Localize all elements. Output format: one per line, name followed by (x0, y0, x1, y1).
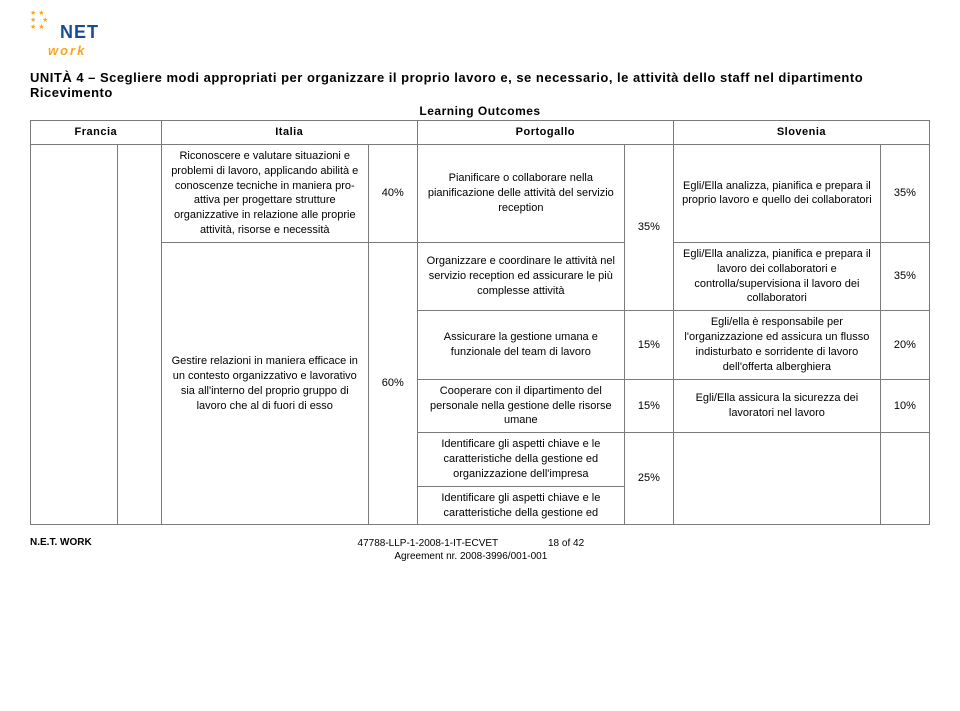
logo-line1: NET (60, 22, 99, 43)
pt-pct-4: 15% (624, 379, 673, 433)
it-pct-2: 60% (368, 242, 417, 525)
pt-text-1: Pianificare o collaborare nella pianific… (417, 144, 624, 242)
logo-line2: work (48, 43, 86, 58)
si-pct-2: 35% (880, 242, 929, 310)
pt-text-3: Assicurare la gestione umana e funzional… (417, 311, 624, 379)
row-2: Gestire relazioni in maniera efficace in… (31, 242, 930, 310)
pt-text-5: Identificare gli aspetti chiave e le car… (417, 433, 624, 487)
header-row: Francia Italia Portogallo Slovenia (31, 121, 930, 145)
footer-right: 18 of 42 (548, 538, 584, 549)
footer: N.E.T. WORK 47788-LLP-1-2008-1-IT-ECVET … (30, 537, 930, 563)
si-text-1: Egli/Ella analizza, pianifica e prepara … (673, 144, 880, 242)
footer-left: N.E.T. WORK (30, 537, 92, 563)
si-text-3: Egli/ella è responsabile per l'organizza… (673, 311, 880, 379)
subtitle: Learning Outcomes (30, 104, 930, 118)
si-pct-4: 10% (880, 379, 929, 433)
si-text-2: Egli/Ella analizza, pianifica e prepara … (673, 242, 880, 310)
si-pct-1: 35% (880, 144, 929, 242)
pt-text-4: Cooperare con il dipartimento del person… (417, 379, 624, 433)
header-it: Italia (161, 121, 417, 145)
si-pct-3: 20% (880, 311, 929, 379)
outcomes-table: Francia Italia Portogallo Slovenia Ricon… (30, 120, 930, 525)
row-1: Riconoscere e valutare situazioni e prob… (31, 144, 930, 242)
pt-pct-12: 35% (624, 144, 673, 310)
header-pt: Portogallo (417, 121, 673, 145)
footer-mid2: Agreement nr. 2008-3996/001-001 (92, 550, 850, 563)
pt-pct-56: 25% (624, 433, 673, 525)
footer-mid1: 47788-LLP-1-2008-1-IT-ECVET (358, 538, 498, 549)
header-fr: Francia (31, 121, 162, 145)
pt-pct-3: 15% (624, 311, 673, 379)
pt-text-2: Organizzare e coordinare le attività nel… (417, 242, 624, 310)
it-text-2: Gestire relazioni in maniera efficace in… (161, 242, 368, 525)
si-text-4: Egli/Ella assicura la sicurezza dei lavo… (673, 379, 880, 433)
it-text-1: Riconoscere e valutare situazioni e prob… (161, 144, 368, 242)
pt-text-6: Identificare gli aspetti chiave e le car… (417, 486, 624, 525)
header-si: Slovenia (673, 121, 929, 145)
logo: ★ ★★ ★★ ★ NET work (30, 10, 120, 65)
unit-title: UNITÀ 4 – Scegliere modi appropriati per… (30, 70, 930, 100)
it-pct-1: 40% (368, 144, 417, 242)
